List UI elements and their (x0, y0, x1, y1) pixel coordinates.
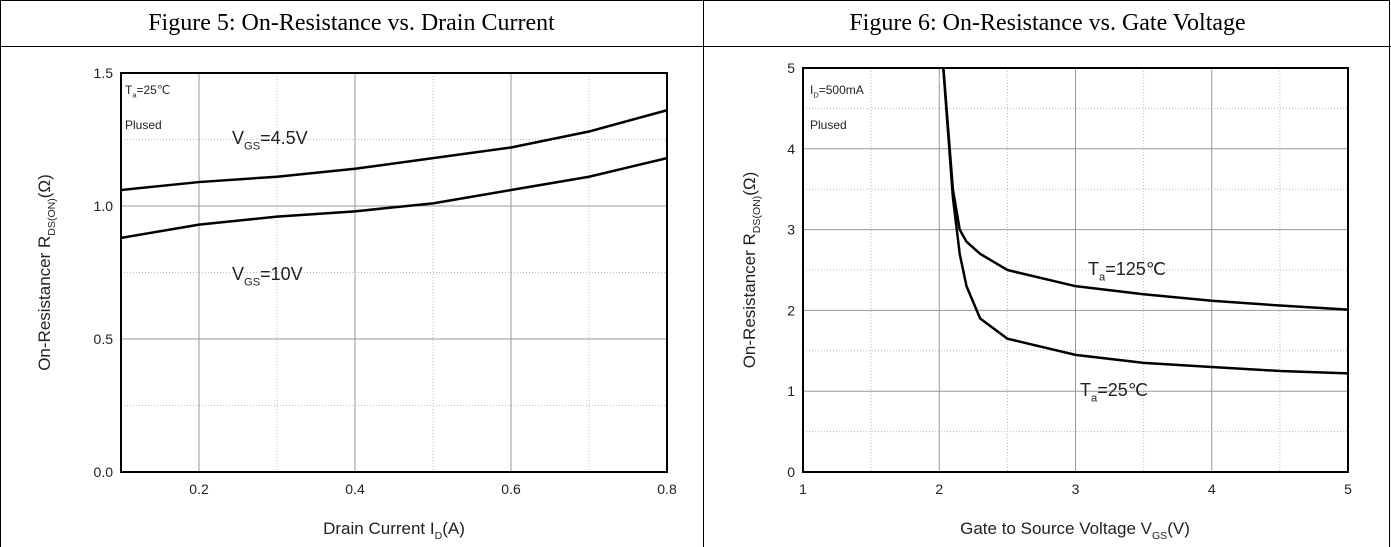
annotation: ID=500mA (810, 83, 864, 100)
annotation-part: V (232, 264, 244, 284)
x-tick-label: 0.6 (501, 481, 521, 497)
y-axis-label-part: On-Resistancer R (740, 233, 759, 368)
y-axis-label-part: DS(ON) (46, 198, 58, 235)
annotation-part: GS (244, 140, 260, 152)
x-axis-label-part: Gate to Source Voltage V (960, 519, 1153, 538)
y-tick-label: 2 (787, 302, 795, 318)
annotation: Plused (125, 118, 162, 132)
y-axis-label: On-Resistancer RDS(ON)(Ω) (35, 174, 58, 371)
x-axis-label: Drain Current ID(A) (323, 519, 465, 542)
x-tick-label: 3 (1072, 481, 1080, 497)
annotation-part: GS (244, 276, 260, 288)
line (121, 158, 667, 238)
y-tick-label: 1.5 (94, 65, 114, 81)
x-tick-label: 1 (799, 481, 807, 497)
annotation-part: =4.5V (260, 128, 308, 148)
y-tick-label: 0.0 (94, 464, 114, 480)
y-axis-label-part: (Ω) (740, 172, 759, 196)
page: {"chart_data": [ {"type": "line", "title… (0, 0, 1391, 547)
annotation: Plused (810, 118, 847, 132)
x-tick-label: 0.8 (657, 481, 677, 497)
y-tick-label: 1.0 (94, 198, 114, 214)
annotation: Ta=25℃ (1080, 380, 1148, 404)
x-axis-label-part: (A) (442, 519, 465, 538)
y-axis-label-part: DS(ON) (751, 196, 763, 233)
x-axis-label-part: (V) (1167, 519, 1190, 538)
y-tick-label: 0.5 (94, 331, 114, 347)
x-tick-label: 2 (935, 481, 943, 497)
charts: 0.20.40.60.80.00.51.01.5Ta=25℃PlusedVGS=… (0, 0, 1391, 547)
line (943, 68, 1348, 373)
y-tick-label: 1 (787, 383, 795, 399)
annotation-part: =125℃ (1105, 259, 1166, 279)
annotation: Ta=25℃ (125, 83, 170, 100)
x-tick-label: 0.2 (189, 481, 209, 497)
table-border (1, 1, 1390, 547)
x-tick-label: 4 (1208, 481, 1216, 497)
annotation-part: T (1088, 259, 1099, 279)
annotation-part: =10V (260, 264, 303, 284)
x-axis-label: Gate to Source Voltage VGS(V) (960, 519, 1190, 542)
annotation-part: Plused (125, 118, 162, 132)
annotation-part: =25℃ (1097, 380, 1148, 400)
annotation: VGS=4.5V (232, 128, 308, 152)
annotation-part: V (232, 128, 244, 148)
x-axis-label-part: Drain Current I (323, 519, 434, 538)
annotation-part: T (1080, 380, 1091, 400)
y-tick-label: 5 (787, 60, 795, 76)
annotation-part: Plused (810, 118, 847, 132)
y-axis-label-part: On-Resistancer R (35, 236, 54, 371)
annotation-part: =25℃ (136, 83, 170, 97)
y-tick-label: 0 (787, 464, 795, 480)
x-axis-label-part: GS (1152, 530, 1167, 542)
annotation-part: =500mA (819, 83, 864, 97)
y-tick-label: 3 (787, 222, 795, 238)
y-axis-label: On-Resistancer RDS(ON)(Ω) (740, 172, 763, 369)
y-tick-label: 4 (787, 141, 795, 157)
y-axis-label-part: (Ω) (35, 174, 54, 198)
annotation: VGS=10V (232, 264, 303, 288)
annotation: Ta=125℃ (1088, 259, 1166, 283)
x-tick-label: 5 (1344, 481, 1352, 497)
x-tick-label: 0.4 (345, 481, 365, 497)
